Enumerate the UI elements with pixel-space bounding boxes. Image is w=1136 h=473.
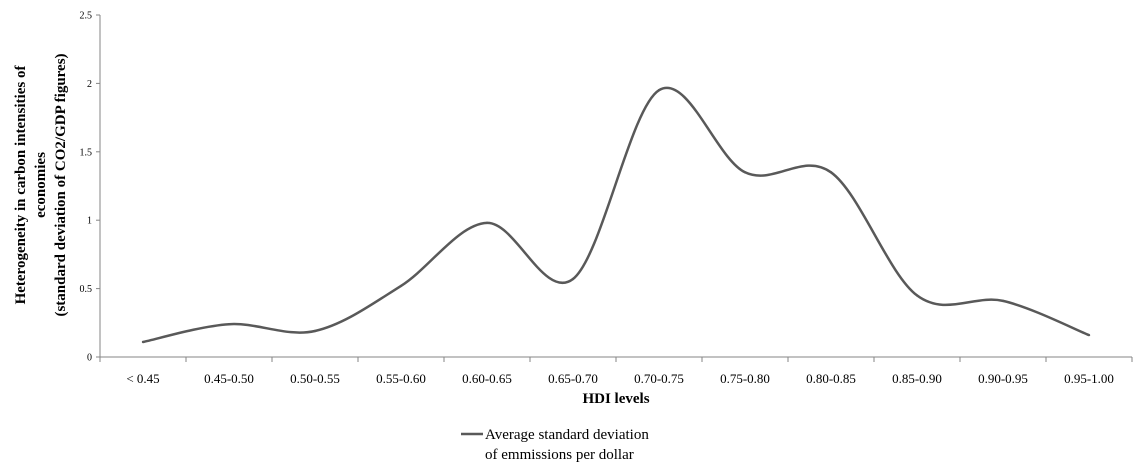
x-tick-label: 0.45-0.50 <box>204 371 254 386</box>
y-tick-label: 1.5 <box>80 147 93 158</box>
data-point <box>1087 333 1091 337</box>
legend-label-line-1: Average standard deviation <box>485 427 649 443</box>
x-tick-label: 0.80-0.85 <box>806 371 856 386</box>
data-point <box>227 323 231 326</box>
data-point <box>399 284 403 288</box>
y-tick-label: 2.5 <box>80 11 93 22</box>
series-line <box>142 86 1090 344</box>
x-tick-label: 0.85-0.90 <box>892 371 942 386</box>
x-tick-label: < 0.45 <box>126 371 159 386</box>
y-axis-title-line-1: Heterogeneity in carbon intensities of <box>13 65 29 305</box>
x-tick-label: 0.60-0.65 <box>462 371 512 386</box>
x-tick-label: 0.50-0.55 <box>290 371 340 386</box>
y-axis-title-line-3: (standard deviation of CO2/GDP figures) <box>53 53 69 316</box>
data-point <box>313 329 317 333</box>
x-axis-ticks: < 0.45 0.45-0.50 0.50-0.55 0.55-0.60 0.60-0.… <box>99 357 1133 386</box>
y-axis-ticks: 0 0.5 1 1.5 2 2.5 <box>80 11 100 364</box>
data-point <box>485 221 489 225</box>
x-axis-title: HDI levels <box>582 391 649 407</box>
x-tick-label: 0.95-1.00 <box>1064 371 1114 386</box>
y-tick-label: 2 <box>87 79 92 90</box>
y-tick-label: 1 <box>87 216 92 227</box>
data-point <box>743 171 747 174</box>
data-point <box>829 171 833 174</box>
y-tick-label: 0 <box>87 353 92 364</box>
legend: Average standard deviation of emmissions… <box>461 427 649 463</box>
legend-label-line-2: of emmissions per dollar <box>485 447 634 463</box>
data-point <box>915 294 919 297</box>
x-tick-label: 0.65-0.70 <box>548 371 598 386</box>
y-tick-label: 0.5 <box>80 284 93 295</box>
y-axis-title: Heterogeneity in carbon intensities of e… <box>13 53 69 316</box>
x-tick-label: 0.75-0.80 <box>720 371 770 386</box>
x-tick-label: 0.55-0.60 <box>376 371 426 386</box>
data-point <box>657 89 661 92</box>
x-tick-label: 0.70-0.75 <box>634 371 684 386</box>
data-point <box>571 277 575 281</box>
y-axis-title-line-2: economies <box>33 152 49 218</box>
data-point <box>1001 299 1005 303</box>
data-point <box>141 340 145 344</box>
series-group <box>141 86 1091 344</box>
x-tick-label: 0.90-0.95 <box>978 371 1028 386</box>
